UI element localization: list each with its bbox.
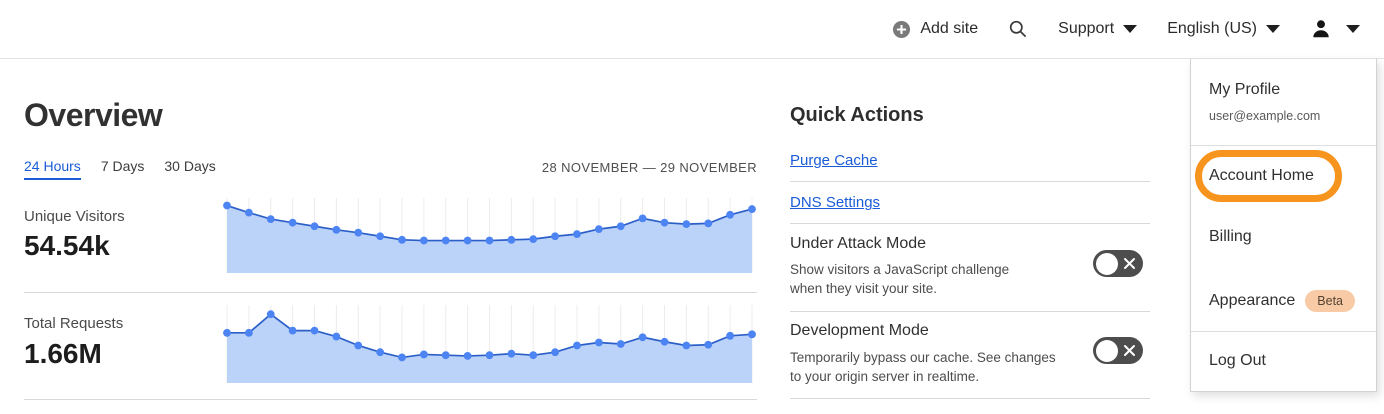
language-label: English (US) [1167, 20, 1257, 37]
appearance-label: Appearance [1209, 292, 1296, 309]
search-icon [1008, 19, 1028, 39]
plus-circle-icon [892, 20, 911, 39]
metric-divider [24, 292, 757, 293]
add-site-button[interactable]: Add site [892, 20, 978, 39]
total-requests-label: Total Requests [24, 315, 124, 332]
tab-7-days[interactable]: 7 Days [101, 158, 145, 178]
user-icon [1310, 18, 1332, 40]
time-range-tabs: 24 Hours 7 Days 30 Days 28 NOVEMBER — 29… [24, 158, 757, 180]
menu-item-appearance[interactable]: Appearance Beta [1209, 290, 1356, 312]
chevron-down-icon [1346, 25, 1360, 33]
menu-divider [1191, 331, 1376, 332]
total-requests-chart [223, 305, 756, 383]
support-menu[interactable]: Support [1058, 20, 1138, 38]
menu-item-my-profile[interactable]: My Profile [1209, 81, 1280, 99]
page-title: Overview [24, 97, 163, 133]
quick-actions-divider [790, 181, 1150, 182]
account-dropdown-menu: My Profile user@example.com Account Home… [1190, 59, 1377, 392]
section-divider [24, 399, 757, 400]
menu-item-log-out[interactable]: Log Out [1209, 352, 1266, 370]
toggle-knob [1095, 339, 1118, 362]
under-attack-mode-description: Show visitors a JavaScript challenge whe… [790, 262, 1010, 296]
search-button[interactable] [1008, 19, 1028, 39]
support-label: Support [1058, 20, 1115, 37]
development-mode-description: Temporarily bypass our cache. See change… [790, 350, 1056, 384]
unique-visitors-value: 54.54k [24, 230, 110, 261]
quick-actions-divider [790, 398, 1150, 399]
toggle-knob [1095, 252, 1118, 275]
menu-item-account-home[interactable]: Account Home [1209, 167, 1314, 185]
account-home-label: Account Home [1209, 167, 1314, 184]
x-icon [1124, 258, 1135, 269]
log-out-label: Log Out [1209, 352, 1266, 369]
add-site-label: Add site [920, 20, 979, 37]
unique-visitors-label: Unique Visitors [24, 208, 125, 225]
chevron-down-icon [1266, 25, 1280, 33]
purge-cache-link[interactable]: Purge Cache [790, 152, 878, 169]
under-attack-mode-toggle[interactable] [1093, 250, 1143, 277]
chevron-down-icon [1123, 25, 1138, 33]
tab-24-hours[interactable]: 24 Hours [24, 158, 81, 180]
quick-actions-title: Quick Actions [790, 104, 924, 126]
development-mode-title: Development Mode [790, 322, 929, 339]
x-icon [1124, 345, 1135, 356]
account-menu-button[interactable] [1310, 18, 1360, 40]
menu-divider [1191, 145, 1376, 146]
language-menu[interactable]: English (US) [1167, 20, 1280, 38]
development-mode-toggle[interactable] [1093, 337, 1143, 364]
billing-label: Billing [1209, 228, 1252, 245]
unique-visitors-chart [223, 198, 756, 273]
profile-email: user@example.com [1209, 109, 1321, 123]
date-range-label: 28 NOVEMBER — 29 NOVEMBER [541, 160, 757, 175]
dns-settings-link[interactable]: DNS Settings [790, 194, 881, 211]
top-navbar: Add site Support English (US) [0, 0, 1384, 59]
tab-30-days[interactable]: 30 Days [164, 158, 215, 178]
quick-actions-divider [790, 311, 1150, 312]
beta-badge: Beta [1305, 290, 1356, 312]
my-profile-label: My Profile [1209, 81, 1281, 98]
quick-actions-divider [790, 223, 1150, 224]
quick-actions-panel: Quick Actions Purge Cache DNS Settings U… [790, 0, 1150, 414]
total-requests-value: 1.66M [24, 338, 102, 369]
menu-item-billing[interactable]: Billing [1209, 228, 1252, 246]
under-attack-mode-title: Under Attack Mode [790, 235, 927, 252]
